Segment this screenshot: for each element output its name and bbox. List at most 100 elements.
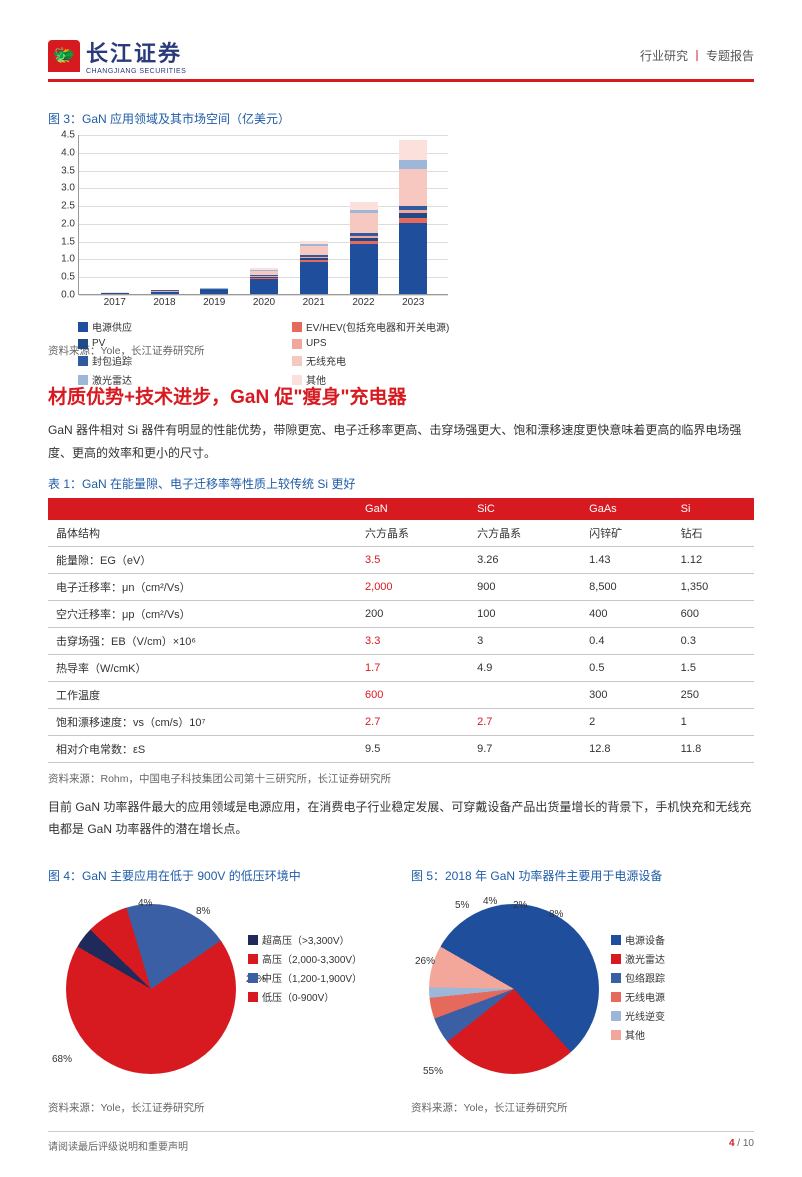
legend-swatch [611,1030,621,1040]
table-cell: 击穿场强：EB（V/cm）×10⁶ [48,627,357,654]
table-cell: 600 [357,681,469,708]
table-cell: 晶体结构 [48,520,357,547]
legend-label: 封包追踪 [92,353,132,368]
fig4-col: 图 4：GaN 主要应用在低于 900V 的低压环境中 4%8%20%68% 超… [48,855,391,1115]
fig4-chart: 4%8%20%68% 超高压（>3,300V）高压（2,000-3,300V）中… [48,892,391,1092]
legend-label: EV/HEV(包括充电器和开关电源) [306,319,449,334]
fig3-xtick: 2021 [303,294,325,308]
table1-source: 资料来源：Rohm，中国电子科技集团公司第十三研究所，长江证券研究所 [48,771,754,786]
legend-label: 高压（2,000-3,300V） [262,951,362,966]
legend-item: 低压（0-900V） [248,989,362,1004]
table-cell: 11.8 [673,735,754,762]
legend-label: 其他 [625,1027,645,1042]
table-cell: 600 [673,600,754,627]
table-cell: 能量隙：EG（eV） [48,546,357,573]
legend-item: PV [78,338,268,349]
header-right-b: 专题报告 [706,49,754,63]
table-cell: 400 [581,600,673,627]
legend-swatch [248,992,258,1002]
legend-label: 低压（0-900V） [262,989,334,1004]
legend-swatch [292,375,302,385]
table-cell: 空穴迁移率：μp（cm²/Vs） [48,600,357,627]
legend-label: UPS [306,338,327,349]
legend-swatch [611,973,621,983]
pie-slice-label: 55% [423,1066,443,1077]
table-cell: 12.8 [581,735,673,762]
pie-row: 图 4：GaN 主要应用在低于 900V 的低压环境中 4%8%20%68% 超… [48,855,754,1115]
fig3-xtick: 2022 [352,294,374,308]
legend-label: 中压（1,200-1,900V） [262,970,362,985]
pie-slice-label: 68% [52,1054,72,1065]
pie-slice-label: 26% [415,956,435,967]
legend-swatch [292,339,302,349]
legend-label: 电源供应 [92,319,132,334]
bar-2023 [399,140,427,294]
legend-label: 激光雷达 [92,372,132,387]
pie-slice-label: 4% [138,898,152,909]
logo-cn: 长江证券 [86,36,186,68]
fig5-title: 图 5：2018 年 GaN 功率器件主要用于电源设备 [411,867,754,884]
fig5-legend: 电源设备激光雷达包络跟踪无线电源光线逆变其他 [611,932,665,1046]
legend-item: 超高压（>3,300V） [248,932,362,947]
logo-text: 长江证券 CHANGJIANG SECURITIES [86,36,186,75]
header-sep: 丨 [691,49,703,63]
table-cell: 相对介电常数：εS [48,735,357,762]
legend-item: 包络跟踪 [611,970,665,985]
logo-en: CHANGJIANG SECURITIES [86,68,186,75]
legend-swatch [611,954,621,964]
legend-swatch [248,973,258,983]
pie-slice-label: 8% [549,909,563,920]
legend-swatch [292,356,302,366]
table-cell: 3.3 [357,627,469,654]
table-cell: 2.7 [357,708,469,735]
fig3-ytick: 4.5 [61,130,79,141]
fig3-xtick: 2017 [104,294,126,308]
legend-item: 电源设备 [611,932,665,947]
table-cell: 工作温度 [48,681,357,708]
table-cell: 闪锌矿 [581,520,673,547]
table-cell: 4.9 [469,654,581,681]
fig3-title: 图 3：GaN 应用领域及其市场空间（亿美元） [48,110,754,127]
fig4-legend: 超高压（>3,300V） 高压（2,000-3,300V） 中压（1,200-1,9… [248,932,362,1008]
legend-swatch [78,322,88,332]
table-cell: 0.5 [581,654,673,681]
table-cell: 300 [581,681,673,708]
legend-swatch [611,992,621,1002]
table-cell: 8,500 [581,573,673,600]
legend-item: 电源供应 [78,319,268,334]
table-cell: 0.3 [673,627,754,654]
legend-item: 无线充电 [292,353,482,368]
pie-slice-label: 4% [483,896,497,907]
table-cell: 2,000 [357,573,469,600]
legend-label: 激光雷达 [625,951,665,966]
fig3-legend: 电源供应 EV/HEV(包括充电器和开关电源) PV UPS 封包追踪 无线充电激光雷达 其… [78,319,498,387]
bar-2022 [350,202,378,294]
legend-swatch [611,1011,621,1021]
table-header-cell: SiC [469,498,581,520]
legend-swatch [78,339,88,349]
table-cell: 六方晶系 [469,520,581,547]
table-row: 工作温度600300250 [48,681,754,708]
table-cell: 2 [581,708,673,735]
table-row: 晶体结构六方晶系六方晶系闪锌矿钻石 [48,520,754,547]
table-cell: 2.7 [469,708,581,735]
legend-item: 其他 [292,372,482,387]
table1-title: 表 1：GaN 在能量隙、电子迁移率等性质上较传统 Si 更好 [48,475,754,492]
fig3-ytick: 0.5 [61,272,79,283]
table-cell: 9.5 [357,735,469,762]
fig3-ytick: 1.5 [61,236,79,247]
legend-swatch [292,322,302,332]
table-cell: 3 [469,627,581,654]
fig4-title: 图 4：GaN 主要应用在低于 900V 的低压环境中 [48,867,391,884]
footer-note: 请阅读最后评级说明和重要声明 [48,1138,188,1153]
table-row: 击穿场强：EB（V/cm）×10⁶3.330.40.3 [48,627,754,654]
fig3-ytick: 0.0 [61,290,79,301]
pie [429,904,599,1074]
legend-swatch [78,375,88,385]
legend-label: 无线电源 [625,989,665,1004]
legend-item: 高压（2,000-3,300V） [248,951,362,966]
legend-item: 激光雷达 [611,951,665,966]
legend-label: 超高压（>3,300V） [262,932,350,947]
fig3-xtick: 2020 [253,294,275,308]
fig5-chart: 55%26%5%4%2%8% 电源设备激光雷达包络跟踪无线电源光线逆变其他 [411,892,754,1092]
